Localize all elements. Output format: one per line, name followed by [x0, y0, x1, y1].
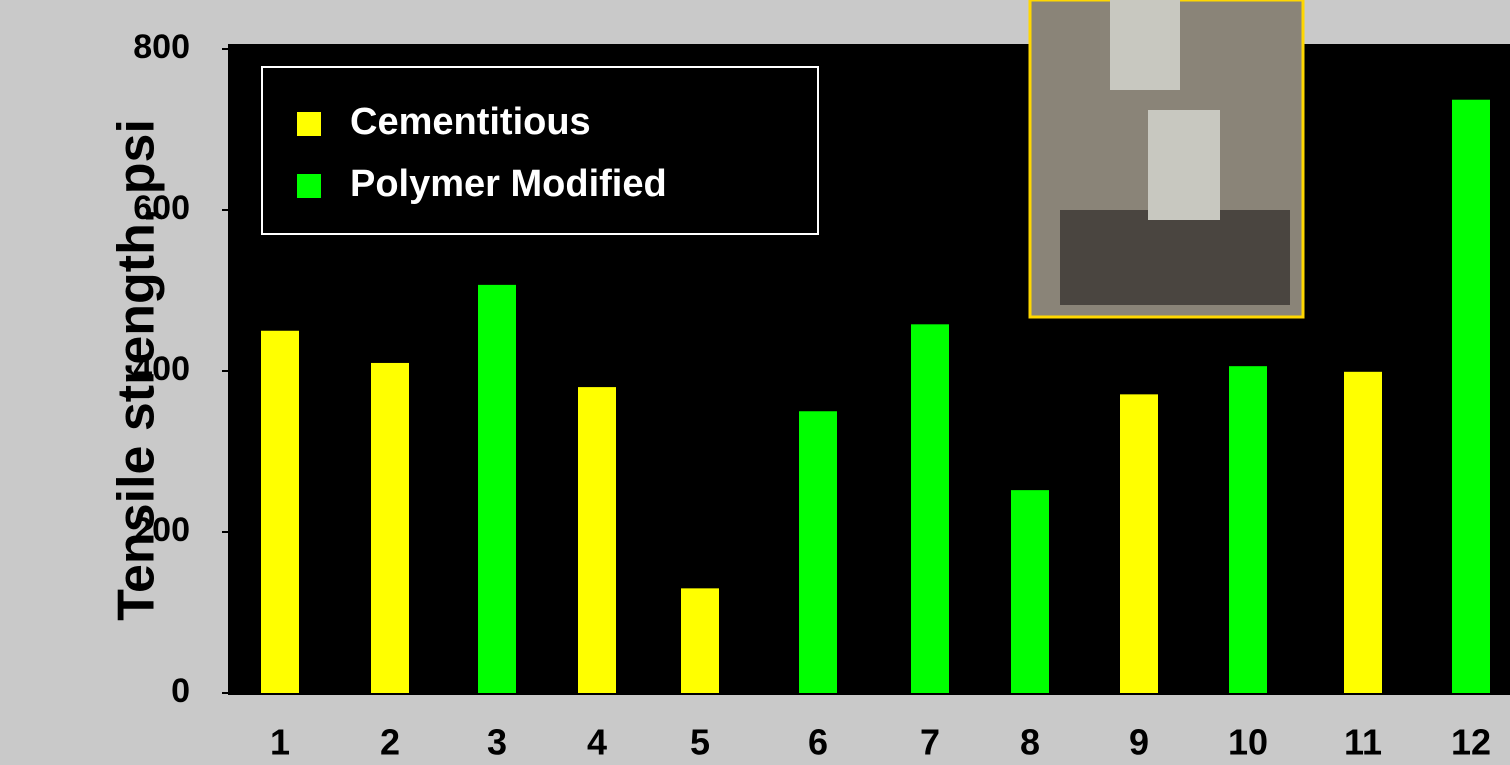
bar — [261, 330, 299, 693]
y-tick-label: 200 — [133, 511, 190, 549]
x-tick-label: 9 — [1129, 722, 1149, 763]
x-tick-label: 6 — [808, 722, 828, 763]
y-axis-label: Tensile strength, psi — [108, 119, 166, 621]
legend-label: Cementitious — [350, 101, 591, 143]
x-tick-label: 3 — [487, 722, 507, 763]
photo-inset — [1028, 0, 1305, 319]
bar — [1011, 490, 1049, 693]
bar — [578, 387, 616, 693]
x-tick-label: 1 — [270, 722, 290, 763]
bar — [371, 362, 409, 693]
x-tick-label: 12 — [1451, 722, 1491, 763]
bar — [1120, 394, 1158, 693]
bar — [911, 324, 949, 693]
bar — [681, 588, 719, 693]
legend-label: Polymer Modified — [350, 163, 667, 205]
y-tick-label: 400 — [133, 350, 190, 388]
x-tick-label: 7 — [920, 722, 940, 763]
photo-specimen-bottom — [1148, 110, 1220, 220]
bar — [1344, 371, 1382, 693]
photo-specimen-top — [1110, 0, 1180, 90]
x-tick-label: 10 — [1228, 722, 1268, 763]
bar — [799, 411, 837, 693]
y-tick-label: 0 — [171, 672, 190, 710]
x-tick-label: 8 — [1020, 722, 1040, 763]
x-tick-label: 2 — [380, 722, 400, 763]
legend-swatch — [297, 112, 321, 136]
x-tick-label: 5 — [690, 722, 710, 763]
photo-plate — [1060, 210, 1290, 305]
legend-box — [261, 66, 819, 235]
bar — [1229, 366, 1267, 693]
x-tick-label: 11 — [1344, 722, 1382, 763]
x-tick-label: 4 — [587, 722, 607, 763]
bar — [1452, 99, 1490, 694]
legend-swatch — [297, 174, 321, 198]
y-tick-label: 600 — [133, 189, 190, 227]
y-tick-label: 800 — [133, 28, 190, 66]
bar — [478, 284, 516, 693]
